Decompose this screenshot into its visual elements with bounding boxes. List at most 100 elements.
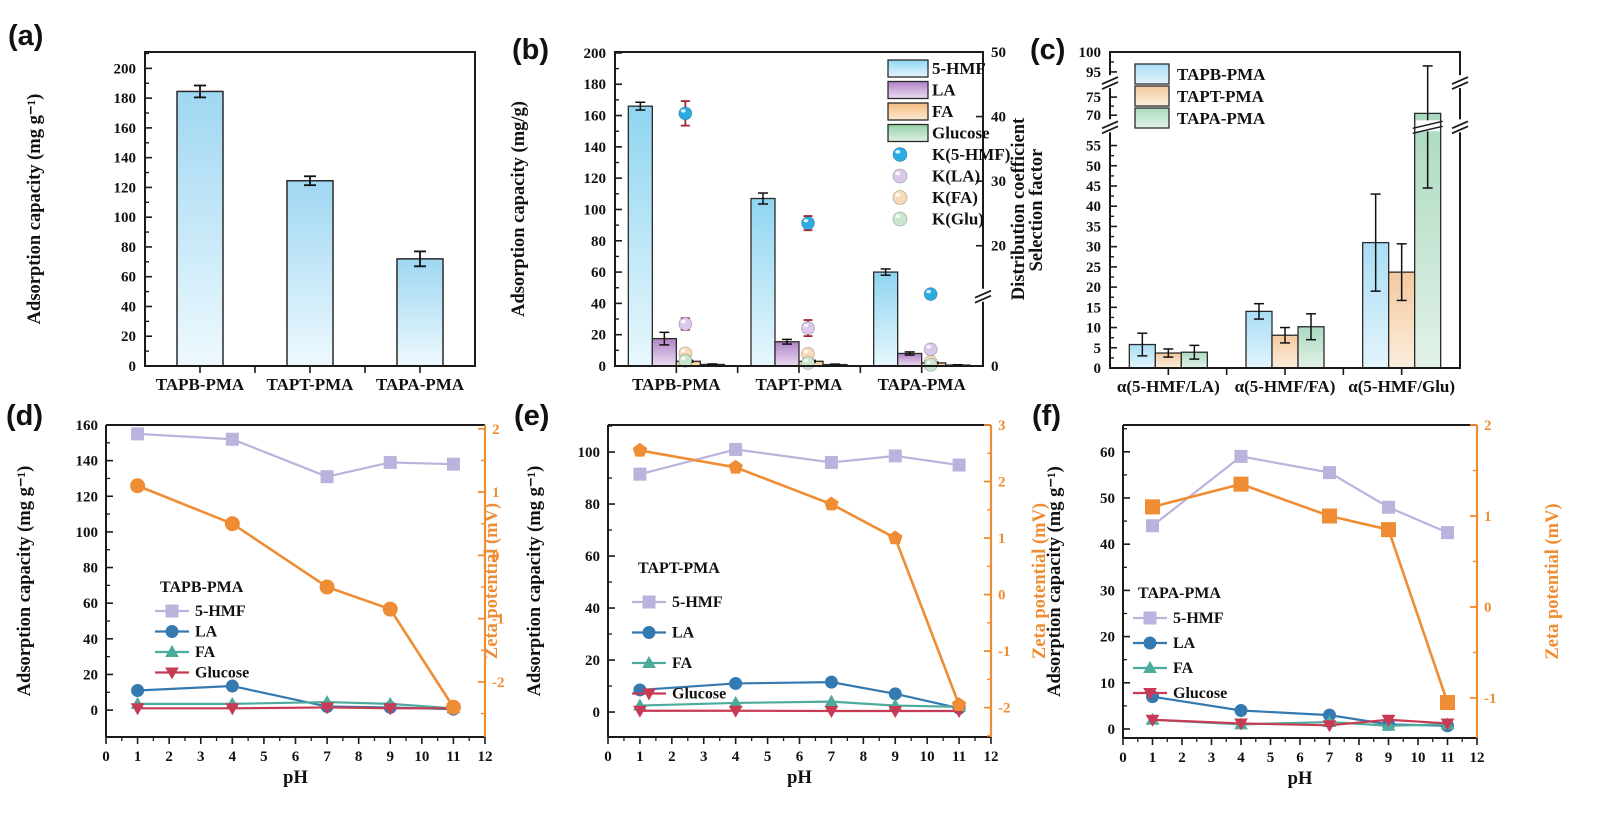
svg-text:10: 10 — [1411, 750, 1426, 766]
panel-e-chart: 0 1 2 3 4 5 6 7 8 9 10 11 120204060801003210-1-2pHAd… — [525, 418, 1050, 788]
svg-text:0: 0 — [129, 359, 137, 375]
svg-text:70: 70 — [1086, 108, 1101, 124]
svg-text:40: 40 — [991, 110, 1006, 126]
svg-text:1: 1 — [1484, 509, 1492, 525]
svg-text:K(FA): K(FA) — [932, 188, 978, 207]
svg-text:6: 6 — [796, 749, 804, 765]
svg-text:180: 180 — [114, 91, 137, 107]
svg-text:100: 100 — [584, 202, 607, 218]
svg-text:3: 3 — [998, 418, 1006, 434]
svg-text:20: 20 — [1100, 630, 1115, 646]
svg-text:20: 20 — [591, 328, 606, 344]
svg-text:30: 30 — [991, 174, 1006, 190]
svg-text:20: 20 — [83, 667, 98, 683]
svg-text:4: 4 — [732, 749, 740, 765]
svg-text:80: 80 — [83, 561, 98, 577]
svg-text:20: 20 — [1086, 280, 1101, 296]
svg-text:30: 30 — [1100, 583, 1115, 599]
svg-text:Adsorption capacity (mg g⁻¹): Adsorption capacity (mg g⁻¹) — [25, 94, 45, 325]
svg-text:6: 6 — [292, 749, 300, 765]
panel-a: 0 20 40 60 80 100 120 140 160 180 200 TAPB-PMA TAPT-… — [0, 0, 500, 400]
svg-text:200: 200 — [584, 46, 607, 62]
svg-text:-1: -1 — [492, 612, 505, 628]
svg-text:pH: pH — [1288, 769, 1313, 789]
svg-text:0: 0 — [1094, 361, 1102, 377]
svg-text:11: 11 — [952, 749, 966, 765]
svg-text:TAPA-PMA: TAPA-PMA — [878, 375, 967, 394]
svg-text:TAPT-PMA: TAPT-PMA — [1177, 87, 1265, 106]
svg-text:140: 140 — [584, 140, 607, 156]
svg-text:5-HMF: 5-HMF — [195, 603, 246, 620]
svg-text:FA: FA — [932, 102, 954, 121]
svg-text:100: 100 — [1079, 45, 1102, 61]
svg-text:α(5-HMF/FA): α(5-HMF/FA) — [1235, 377, 1336, 396]
svg-text:Adsorption capacity (mg g⁻¹): Adsorption capacity (mg g⁻¹) — [15, 466, 35, 697]
svg-text:40: 40 — [585, 601, 600, 617]
svg-text:20: 20 — [991, 239, 1006, 255]
svg-text:TAPA-PMA: TAPA-PMA — [1177, 109, 1266, 128]
svg-text:Zeta potential (mV): Zeta potential (mV) — [1543, 503, 1563, 659]
svg-text:9: 9 — [892, 749, 900, 765]
svg-text:2: 2 — [1178, 750, 1186, 766]
svg-text:5: 5 — [1267, 750, 1275, 766]
svg-text:2: 2 — [165, 749, 173, 765]
svg-text:Adsorption capacity (mg/g): Adsorption capacity (mg/g) — [509, 101, 529, 317]
svg-text:0: 0 — [599, 359, 607, 375]
svg-text:160: 160 — [114, 121, 137, 137]
svg-text:LA: LA — [672, 625, 695, 642]
svg-text:80: 80 — [121, 240, 136, 256]
svg-text:LA: LA — [1173, 635, 1196, 652]
svg-text:10: 10 — [1100, 676, 1115, 692]
svg-text:6: 6 — [1296, 750, 1304, 766]
svg-text:5-HMF: 5-HMF — [672, 594, 723, 611]
svg-text:8: 8 — [860, 749, 868, 765]
svg-text:45: 45 — [1086, 179, 1101, 195]
svg-text:9: 9 — [387, 749, 395, 765]
svg-text:-1: -1 — [998, 644, 1011, 660]
svg-text:LA: LA — [932, 81, 956, 100]
svg-text:15: 15 — [1086, 300, 1101, 316]
svg-text:FA: FA — [672, 655, 693, 672]
svg-text:0: 0 — [991, 359, 999, 375]
panel-label-b: (b) — [512, 34, 550, 66]
svg-text:Glucose: Glucose — [1173, 685, 1227, 702]
panel-label-a: (a) — [8, 20, 44, 52]
svg-text:Selection factor: Selection factor — [1027, 149, 1047, 272]
svg-text:5-HMF: 5-HMF — [932, 59, 986, 78]
svg-text:0: 0 — [998, 588, 1006, 604]
panel-f: 0 1 2 3 4 5 6 7 8 9 10 11 12 0 10 20 30 40 50 60 2 1 0 -1 pH Adso… — [1030, 400, 1600, 814]
svg-text:80: 80 — [585, 497, 600, 513]
svg-text:60: 60 — [83, 596, 98, 612]
svg-text:2: 2 — [668, 749, 676, 765]
svg-text:75: 75 — [1086, 90, 1101, 106]
svg-text:TAPB-PMA: TAPB-PMA — [632, 375, 721, 394]
svg-text:180: 180 — [584, 77, 607, 93]
svg-text:0: 0 — [91, 703, 99, 719]
svg-text:Glucose: Glucose — [672, 686, 726, 703]
svg-text:120: 120 — [584, 171, 607, 187]
svg-text:160: 160 — [584, 109, 607, 125]
svg-text:Glucose: Glucose — [932, 124, 990, 143]
svg-text:200: 200 — [114, 61, 137, 77]
svg-text:TAPA-PMA: TAPA-PMA — [1138, 585, 1221, 602]
svg-text:50: 50 — [991, 45, 1006, 61]
svg-text:60: 60 — [585, 549, 600, 565]
svg-text:5: 5 — [260, 749, 268, 765]
svg-text:0: 0 — [593, 705, 601, 721]
panel-label-c: (c) — [1030, 34, 1066, 66]
svg-text:40: 40 — [1100, 537, 1115, 553]
svg-text:Zeta potential (mV): Zeta potential (mV) — [1030, 503, 1050, 659]
svg-text:TAPA-PMA: TAPA-PMA — [376, 375, 465, 394]
svg-text:50: 50 — [1086, 159, 1101, 175]
svg-text:5: 5 — [1094, 341, 1102, 357]
svg-text:40: 40 — [83, 632, 98, 648]
svg-text:50: 50 — [1100, 491, 1115, 507]
panel-label-f: (f) — [1032, 400, 1061, 432]
svg-text:TAPB-PMA: TAPB-PMA — [160, 579, 244, 596]
svg-text:0: 0 — [1108, 722, 1116, 738]
svg-text:60: 60 — [121, 270, 136, 286]
svg-text:0: 0 — [604, 749, 612, 765]
svg-text:40: 40 — [1086, 199, 1101, 215]
